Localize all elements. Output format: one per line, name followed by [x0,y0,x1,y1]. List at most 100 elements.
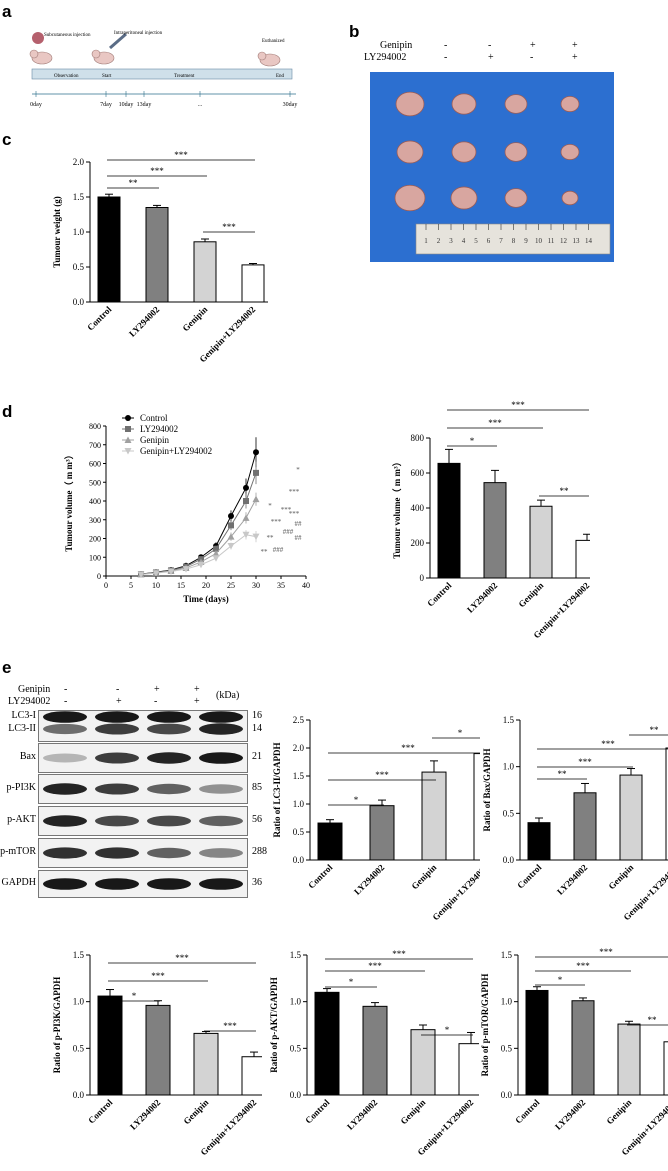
blot-band [147,783,191,795]
blot-band [199,848,243,858]
x-tick-label: Control [306,862,335,891]
data-point [212,550,220,557]
genipin-sign: + [154,684,160,695]
y-axis-label: Ratio of LC3-II/GAPDH [272,743,282,838]
y-tick-label: 100 [89,553,101,562]
x-tick-label: LY294002 [345,1097,380,1132]
y-tick-label: 2.5 [293,715,305,725]
x-tick-label: LY294002 [127,304,162,339]
blot-band [147,878,191,890]
significance-label: *** [601,739,615,749]
bar [362,1005,388,1096]
bar [529,505,553,579]
timeline-euth-label: Euthanized [262,39,285,44]
y-tick-label: 0.5 [501,1043,513,1053]
bar [573,792,597,861]
x-tick-label: Control [303,1097,332,1126]
ly294002-sign: + [116,696,122,707]
x-tick-label: Control [85,304,114,333]
blot-lane-row [38,774,248,804]
blot-band [43,723,87,735]
significance-label: *** [368,961,382,971]
blot-band [95,847,139,859]
y-tick-label: 0.0 [501,1090,513,1100]
tumour-sample [451,141,477,163]
bar [571,1000,595,1096]
ruler-number: 4 [462,237,466,245]
data-point [228,522,234,529]
y-tick-label: 0 [420,573,425,583]
mouse-icon [257,51,281,67]
blot-kda-label: 288 [252,846,267,857]
blot-bands [43,711,243,735]
y-tick-label: 1.0 [290,997,302,1007]
data-point [212,555,220,562]
data-point [227,543,235,550]
blot-kda-label: 36 [252,877,262,888]
chart-tumour-weight: 0.0 0.5 1.0 1.5 2.0 Tumour weight (g) Control L… [52,150,268,364]
significance-label: *** [281,506,292,514]
x-tick-label: 15 [177,581,185,590]
ly294002-sign: + [488,52,494,63]
experiment-timeline: Subcutaneous injection Intraperitoneal i… [29,31,297,108]
blot-protein-label: p-PI3K [6,782,36,793]
ly294002-label: LY294002 [8,696,51,707]
mouse-icon [29,32,53,65]
blot-bands [43,752,243,764]
genipin-sign: + [530,40,536,51]
significance-label: ** [558,769,568,779]
blot-bands [43,878,243,890]
ruler-number: 2 [437,237,441,245]
significance-label: *** [289,510,300,518]
panel-label-e: e [2,658,12,677]
y-tick-label: 2.0 [73,157,85,167]
x-tick-label: Genipin [606,862,635,891]
bar [525,989,549,1096]
y-tick-label: 1.5 [73,950,85,960]
bar [617,1023,641,1096]
panel-label-d: d [2,402,13,421]
y-tick-label: 1.0 [503,762,515,772]
blot-protein-label: LC3-I [11,710,36,721]
bar [241,264,265,303]
y-tick-label: 2.0 [293,743,305,753]
timeline-end: End [276,74,285,79]
significance-label: *** [375,770,389,780]
blot-kda-label: 85 [252,782,262,793]
ruler-number: 6 [487,237,491,245]
timeline-ip-label: Intraperitoneal injection [114,31,163,36]
blot-group-header: Genipin LY294002- - + + - + - + (kDa) [0,682,270,712]
data-point [125,415,131,421]
bar [241,1056,262,1096]
y-axis-label: Tumour volume（ m m³） [64,450,74,551]
significance-label: ** [129,178,139,188]
data-point [243,498,249,504]
blot-band [199,711,243,723]
x-tick-label: Control [425,580,454,609]
significance-label: *** [271,518,282,526]
timeline-observation: Observation [54,74,79,79]
legend-label: Genipin [140,435,169,445]
genipin-sign: + [572,40,578,51]
blot-band [147,815,191,827]
x-tick-label: Genipin [409,862,438,891]
significance-label: *** [150,166,164,176]
significance-label: ### [273,546,284,554]
genipin-sign: - [116,684,120,695]
y-tick-label: 1.5 [73,192,85,202]
data-point [167,568,175,575]
blot-protein-label: Bax [19,751,36,762]
blot-bands [43,847,243,859]
blot-band [147,752,191,764]
data-point [228,513,234,519]
ly294002-sign: - [530,52,534,63]
bar [619,774,643,861]
tumour-sample [450,186,478,210]
y-tick-label: 300 [89,516,101,525]
y-tick-label: 0.0 [73,297,85,307]
significance-label: *** [151,971,165,981]
tumour-sample [395,91,425,117]
data-point [252,495,260,503]
y-tick-label: 0.5 [73,1043,85,1053]
chart-akt-ratio: 0.0 0.5 1.0 1.5 Ratio of p-AKT/GAPDH Control L… [269,949,479,1157]
